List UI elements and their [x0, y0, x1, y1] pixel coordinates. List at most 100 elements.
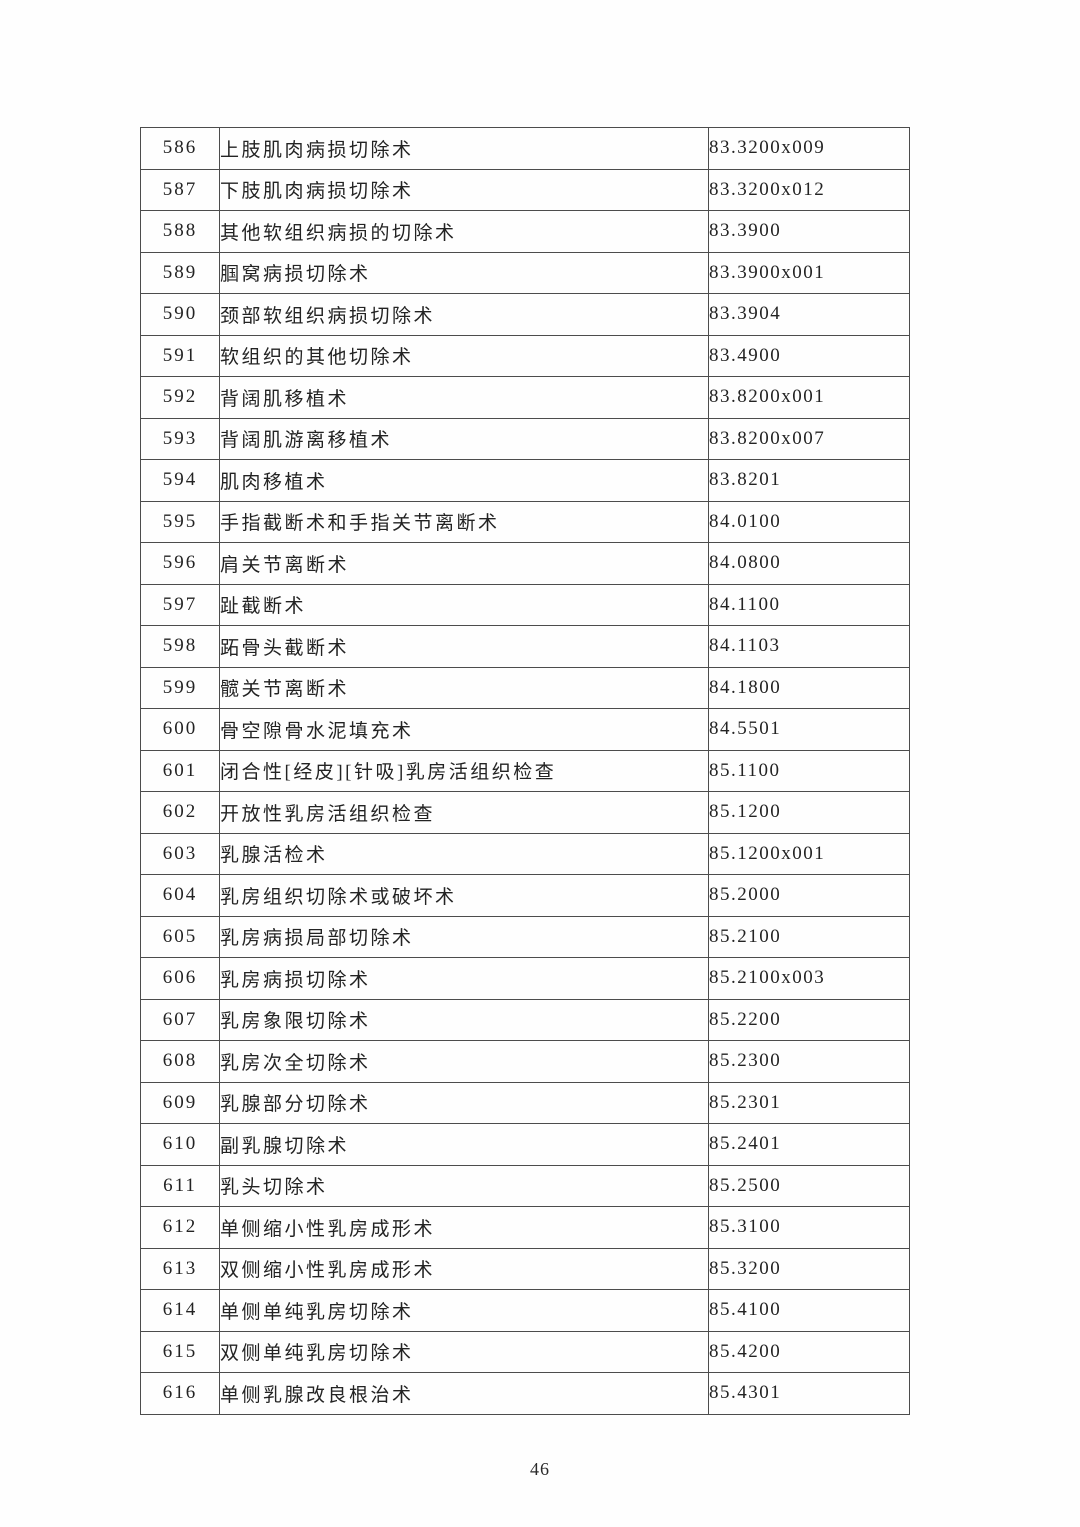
cell-row-number: 604: [140, 874, 220, 917]
cell-procedure-code: 85.1200x001: [708, 832, 910, 875]
cell-procedure-name: 单侧单纯乳房切除术: [219, 1289, 709, 1332]
cell-row-number: 598: [140, 625, 220, 668]
cell-row-number: 591: [140, 334, 220, 377]
cell-procedure-code: 84.0800: [708, 542, 910, 585]
cell-procedure-code: 85.2100: [708, 915, 910, 958]
cell-row-number: 609: [140, 1081, 220, 1124]
cell-procedure-name: 手指截断术和手指关节离断术: [219, 500, 709, 543]
table-row: 614 单侧单纯乳房切除术 85.4100: [140, 1289, 910, 1332]
cell-procedure-code: 83.4900: [708, 334, 910, 377]
cell-procedure-code: 85.2301: [708, 1081, 910, 1124]
table-row: 602 开放性乳房活组织检查 85.1200: [140, 791, 910, 834]
cell-row-number: 605: [140, 915, 220, 958]
table-row: 603 乳腺活检术 85.1200x001: [140, 832, 910, 875]
cell-procedure-name: 跖骨头截断术: [219, 625, 709, 668]
cell-procedure-code: 83.8200x001: [708, 376, 910, 419]
cell-procedure-code: 85.2000: [708, 874, 910, 917]
table-row: 596 肩关节离断术 84.0800: [140, 542, 910, 585]
cell-procedure-name: 单侧乳腺改良根治术: [219, 1372, 709, 1415]
cell-procedure-code: 84.1103: [708, 625, 910, 668]
table-row: 589 腘窝病损切除术 83.3900x001: [140, 251, 910, 294]
cell-procedure-code: 84.5501: [708, 708, 910, 751]
cell-procedure-name: 乳房病损局部切除术: [219, 915, 709, 958]
table-row: 586 上肢肌肉病损切除术 83.3200x009: [140, 127, 910, 170]
table-row: 598 跖骨头截断术 84.1103: [140, 625, 910, 668]
cell-procedure-code: 85.1100: [708, 749, 910, 792]
cell-procedure-name: 其他软组织病损的切除术: [219, 210, 709, 253]
cell-procedure-code: 85.4301: [708, 1372, 910, 1415]
cell-row-number: 607: [140, 998, 220, 1041]
cell-procedure-code: 85.2300: [708, 1040, 910, 1083]
cell-procedure-code: 83.3904: [708, 293, 910, 336]
cell-row-number: 615: [140, 1330, 220, 1373]
cell-procedure-code: 85.2500: [708, 1164, 910, 1207]
table-row: 599 髋关节离断术 84.1800: [140, 666, 910, 709]
procedure-code-table: 586 上肢肌肉病损切除术 83.3200x009 587 下肢肌肉病损切除术 83.32…: [140, 127, 910, 1415]
cell-procedure-code: 85.1200: [708, 791, 910, 834]
cell-row-number: 589: [140, 251, 220, 294]
cell-row-number: 614: [140, 1289, 220, 1332]
cell-procedure-name: 单侧缩小性乳房成形术: [219, 1206, 709, 1249]
table-row: 590 颈部软组织病损切除术 83.3904: [140, 293, 910, 336]
procedure-code-table-body: 586 上肢肌肉病损切除术 83.3200x009 587 下肢肌肉病损切除术 83.32…: [140, 127, 910, 1415]
table-row: 595 手指截断术和手指关节离断术 84.0100: [140, 500, 910, 543]
table-row: 611 乳头切除术 85.2500: [140, 1164, 910, 1207]
table-row: 587 下肢肌肉病损切除术 83.3200x012: [140, 168, 910, 211]
cell-procedure-code: 83.8200x007: [708, 417, 910, 460]
cell-procedure-name: 乳房次全切除术: [219, 1040, 709, 1083]
table-row: 615 双侧单纯乳房切除术 85.4200: [140, 1330, 910, 1373]
cell-row-number: 602: [140, 791, 220, 834]
cell-procedure-code: 85.3200: [708, 1247, 910, 1290]
cell-procedure-code: 85.2200: [708, 998, 910, 1041]
cell-procedure-name: 双侧单纯乳房切除术: [219, 1330, 709, 1373]
table-row: 609 乳腺部分切除术 85.2301: [140, 1081, 910, 1124]
table-row: 608 乳房次全切除术 85.2300: [140, 1040, 910, 1083]
cell-procedure-name: 乳腺部分切除术: [219, 1081, 709, 1124]
cell-procedure-name: 髋关节离断术: [219, 666, 709, 709]
cell-row-number: 611: [140, 1164, 220, 1207]
cell-procedure-code: 85.2401: [708, 1123, 910, 1166]
cell-row-number: 616: [140, 1372, 220, 1415]
cell-procedure-name: 副乳腺切除术: [219, 1123, 709, 1166]
table-row: 600 骨空隙骨水泥填充术 84.5501: [140, 708, 910, 751]
cell-row-number: 600: [140, 708, 220, 751]
table-row: 616 单侧乳腺改良根治术 85.4301: [140, 1372, 910, 1415]
table-row: 591 软组织的其他切除术 83.4900: [140, 334, 910, 377]
cell-procedure-code: 85.4200: [708, 1330, 910, 1373]
cell-row-number: 597: [140, 583, 220, 626]
cell-row-number: 603: [140, 832, 220, 875]
cell-procedure-name: 乳腺活检术: [219, 832, 709, 875]
cell-procedure-code: 83.3200x009: [708, 127, 910, 170]
table-row: 607 乳房象限切除术 85.2200: [140, 998, 910, 1041]
cell-row-number: 593: [140, 417, 220, 460]
cell-procedure-name: 乳房组织切除术或破坏术: [219, 874, 709, 917]
cell-row-number: 592: [140, 376, 220, 419]
table-row: 601 闭合性[经皮][针吸]乳房活组织检查 85.1100: [140, 749, 910, 792]
cell-procedure-code: 83.3900: [708, 210, 910, 253]
cell-row-number: 586: [140, 127, 220, 170]
cell-row-number: 601: [140, 749, 220, 792]
cell-procedure-name: 肌肉移植术: [219, 459, 709, 502]
cell-row-number: 596: [140, 542, 220, 585]
table-row: 588 其他软组织病损的切除术 83.3900: [140, 210, 910, 253]
cell-row-number: 599: [140, 666, 220, 709]
cell-procedure-name: 下肢肌肉病损切除术: [219, 168, 709, 211]
cell-procedure-code: 85.2100x003: [708, 957, 910, 1000]
cell-procedure-code: 84.1800: [708, 666, 910, 709]
cell-row-number: 613: [140, 1247, 220, 1290]
cell-row-number: 606: [140, 957, 220, 1000]
cell-procedure-name: 乳头切除术: [219, 1164, 709, 1207]
cell-procedure-code: 84.0100: [708, 500, 910, 543]
table-row: 594 肌肉移植术 83.8201: [140, 459, 910, 502]
table-row: 592 背阔肌移植术 83.8200x001: [140, 376, 910, 419]
cell-procedure-code: 85.3100: [708, 1206, 910, 1249]
cell-procedure-name: 腘窝病损切除术: [219, 251, 709, 294]
cell-procedure-name: 双侧缩小性乳房成形术: [219, 1247, 709, 1290]
cell-procedure-name: 背阔肌游离移植术: [219, 417, 709, 460]
table-row: 606 乳房病损切除术 85.2100x003: [140, 957, 910, 1000]
table-row: 604 乳房组织切除术或破坏术 85.2000: [140, 874, 910, 917]
page-number: 46: [530, 1459, 550, 1479]
cell-procedure-name: 开放性乳房活组织检查: [219, 791, 709, 834]
cell-procedure-code: 83.3900x001: [708, 251, 910, 294]
cell-procedure-name: 乳房象限切除术: [219, 998, 709, 1041]
